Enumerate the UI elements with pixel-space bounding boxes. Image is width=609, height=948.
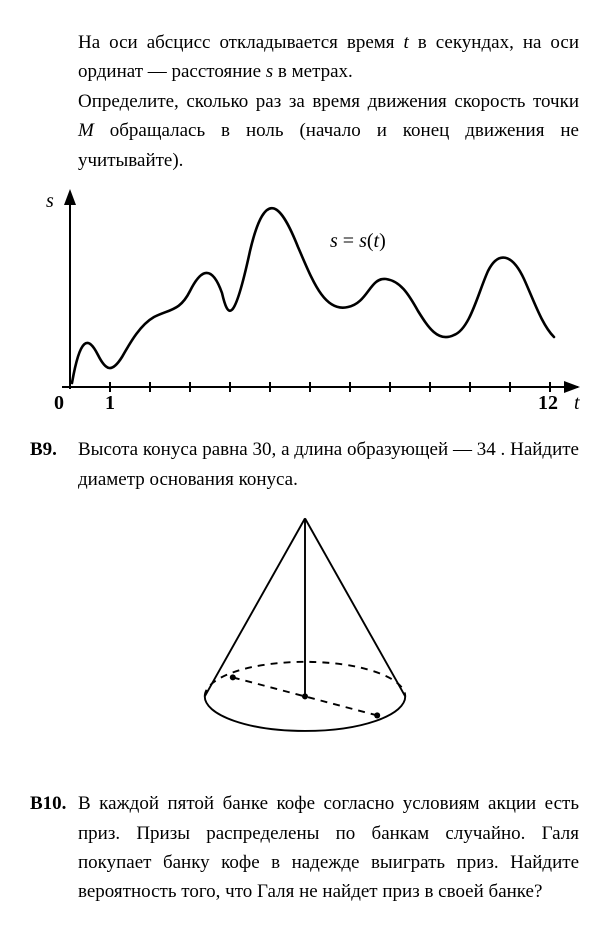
svg-text:0: 0 xyxy=(54,392,64,414)
b9-text: Высота конуса равна 30, а длина образующ… xyxy=(78,435,579,494)
intro-text: На оси абсцисс откладывается время t в с… xyxy=(78,28,579,175)
chart-container: 0 1 12 s t s = s(t) xyxy=(30,187,579,417)
svg-text:12: 12 xyxy=(538,392,558,414)
intro-block: На оси абсцисс откладывается время t в с… xyxy=(30,28,579,175)
b9-label: B9. xyxy=(30,435,78,464)
b10-text: В каждой пятой банке кофе согласно услов… xyxy=(78,789,579,907)
problem-b10: B10. В каждой пятой банке кофе согласно … xyxy=(30,789,579,907)
svg-text:s: s xyxy=(46,190,54,212)
svg-text:1: 1 xyxy=(105,392,115,414)
cone-container xyxy=(30,508,579,755)
page: На оси абсцисс откладывается время t в с… xyxy=(0,0,609,947)
intro-p1-c: в метрах. xyxy=(273,61,353,82)
cone-diagram xyxy=(175,508,435,750)
b10-label: B10. xyxy=(30,789,78,818)
distance-time-chart: 0 1 12 s t s = s(t) xyxy=(30,187,590,417)
intro-p2-a: Определите, сколько раз за время движени… xyxy=(78,91,579,112)
intro-p1-a: На оси абсцисс откладывается время xyxy=(78,32,404,53)
problem-b9: B9. Высота конуса равна 30, а длина обра… xyxy=(30,435,579,494)
intro-p2-b: обращалась в ноль (начало и конец движен… xyxy=(78,120,579,170)
intro-p2-M: M xyxy=(78,120,94,141)
svg-text:t: t xyxy=(574,392,580,414)
svg-text:s = s(t): s = s(t) xyxy=(330,230,386,252)
